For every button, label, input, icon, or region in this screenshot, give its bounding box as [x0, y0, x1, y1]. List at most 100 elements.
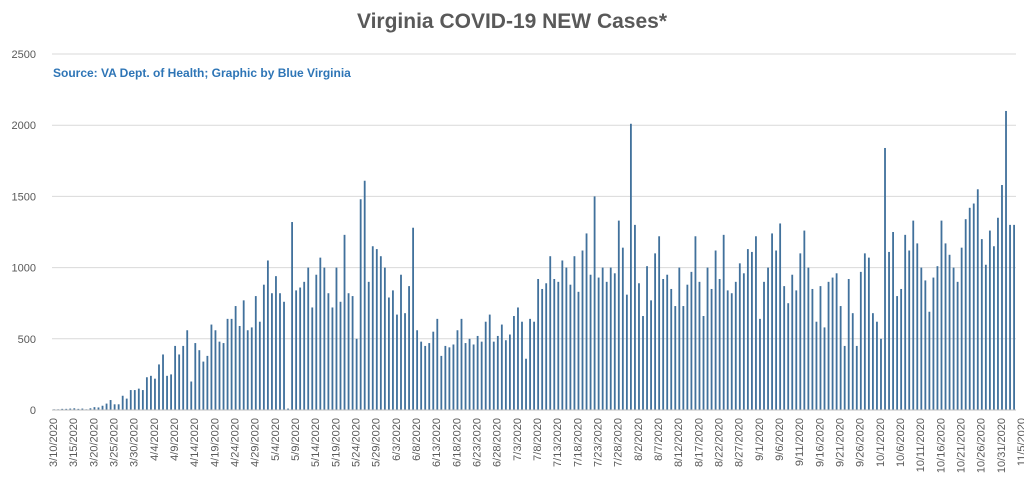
bar: [960, 247, 963, 410]
bar: [569, 284, 572, 410]
bar: [480, 341, 483, 410]
bar: [440, 355, 443, 410]
bar: [666, 274, 669, 410]
bar: [230, 318, 233, 410]
bar: [452, 344, 455, 410]
bar: [549, 256, 552, 410]
bar: [275, 276, 277, 410]
bar: [787, 303, 790, 410]
bar: [863, 253, 866, 410]
x-tick-label: 10/26/2020: [976, 418, 988, 473]
x-tick-label: 5/24/2020: [351, 418, 363, 467]
x-tick-label: 7/13/2020: [552, 418, 564, 467]
bar: [186, 330, 189, 410]
bar: [646, 266, 648, 410]
bar: [662, 278, 665, 410]
bar: [759, 318, 761, 410]
bar: [597, 277, 600, 410]
bar: [702, 316, 705, 410]
bar: [210, 324, 213, 410]
x-tick-label: 3/30/2020: [129, 418, 141, 467]
bar: [831, 277, 834, 410]
bar: [150, 375, 152, 410]
bar: [178, 354, 181, 410]
bar: [997, 217, 999, 410]
bar: [791, 274, 794, 410]
bar: [722, 234, 725, 410]
x-tick-label: 10/31/2020: [996, 418, 1008, 473]
y-tick-label: 500: [18, 334, 36, 346]
bar: [61, 408, 64, 410]
bar: [517, 307, 519, 410]
bar: [343, 234, 346, 410]
bar: [976, 189, 979, 410]
bar: [133, 390, 136, 410]
bar: [416, 330, 419, 410]
bar: [932, 277, 935, 410]
bar: [964, 219, 967, 410]
x-tick-label: 6/18/2020: [451, 418, 463, 467]
bar: [940, 220, 943, 410]
bar: [815, 321, 818, 410]
bar: [105, 403, 108, 410]
bar: [456, 330, 459, 410]
bar: [73, 408, 76, 410]
bar: [843, 345, 846, 410]
bar: [404, 313, 406, 410]
bar: [158, 364, 160, 410]
x-tick-label: 4/29/2020: [250, 418, 262, 467]
bar: [444, 345, 447, 410]
bar: [266, 260, 269, 410]
x-tick-label: 6/23/2020: [472, 418, 484, 467]
x-tick-label: 8/7/2020: [653, 418, 665, 461]
bar: [174, 345, 177, 410]
bar: [682, 306, 685, 410]
bar: [408, 286, 410, 410]
bar: [779, 223, 782, 410]
bar: [730, 293, 733, 410]
bar: [912, 220, 915, 410]
bar: [585, 233, 588, 410]
bar: [363, 180, 366, 410]
bar: [129, 390, 132, 410]
x-tick-label: 6/8/2020: [411, 418, 423, 461]
bar: [335, 267, 338, 410]
bar: [714, 250, 717, 410]
bar: [262, 284, 265, 410]
bar: [613, 273, 616, 410]
bar: [287, 408, 289, 410]
bar: [678, 267, 681, 410]
bar: [803, 230, 806, 410]
bar: [222, 343, 225, 410]
x-tick-label: 8/22/2020: [714, 418, 726, 467]
bar: [533, 321, 536, 410]
bar: [496, 335, 499, 410]
bar: [351, 296, 354, 410]
bar: [1009, 224, 1011, 410]
bar: [908, 250, 911, 410]
bar: [424, 345, 427, 410]
bar: [968, 207, 971, 410]
bar: [916, 243, 919, 410]
bar: [400, 274, 402, 410]
x-tick-label: 8/17/2020: [693, 418, 705, 467]
x-tick-label: 9/6/2020: [774, 418, 786, 461]
bar: [565, 267, 568, 410]
bar: [674, 306, 677, 410]
bar: [763, 281, 765, 410]
bar: [327, 293, 330, 410]
chart-title: Virginia COVID-19 NEW Cases*: [356, 10, 668, 33]
x-tick-label: 8/27/2020: [734, 418, 746, 467]
bar: [258, 321, 261, 410]
bar: [359, 199, 362, 410]
bar: [513, 316, 515, 410]
bar: [371, 246, 374, 410]
x-tick-label: 5/9/2020: [290, 418, 302, 461]
bar: [900, 288, 903, 410]
bar: [283, 301, 285, 410]
bar: [751, 251, 753, 410]
bar: [799, 253, 802, 410]
bar: [625, 294, 628, 410]
bar: [783, 286, 786, 410]
bar: [638, 283, 640, 410]
